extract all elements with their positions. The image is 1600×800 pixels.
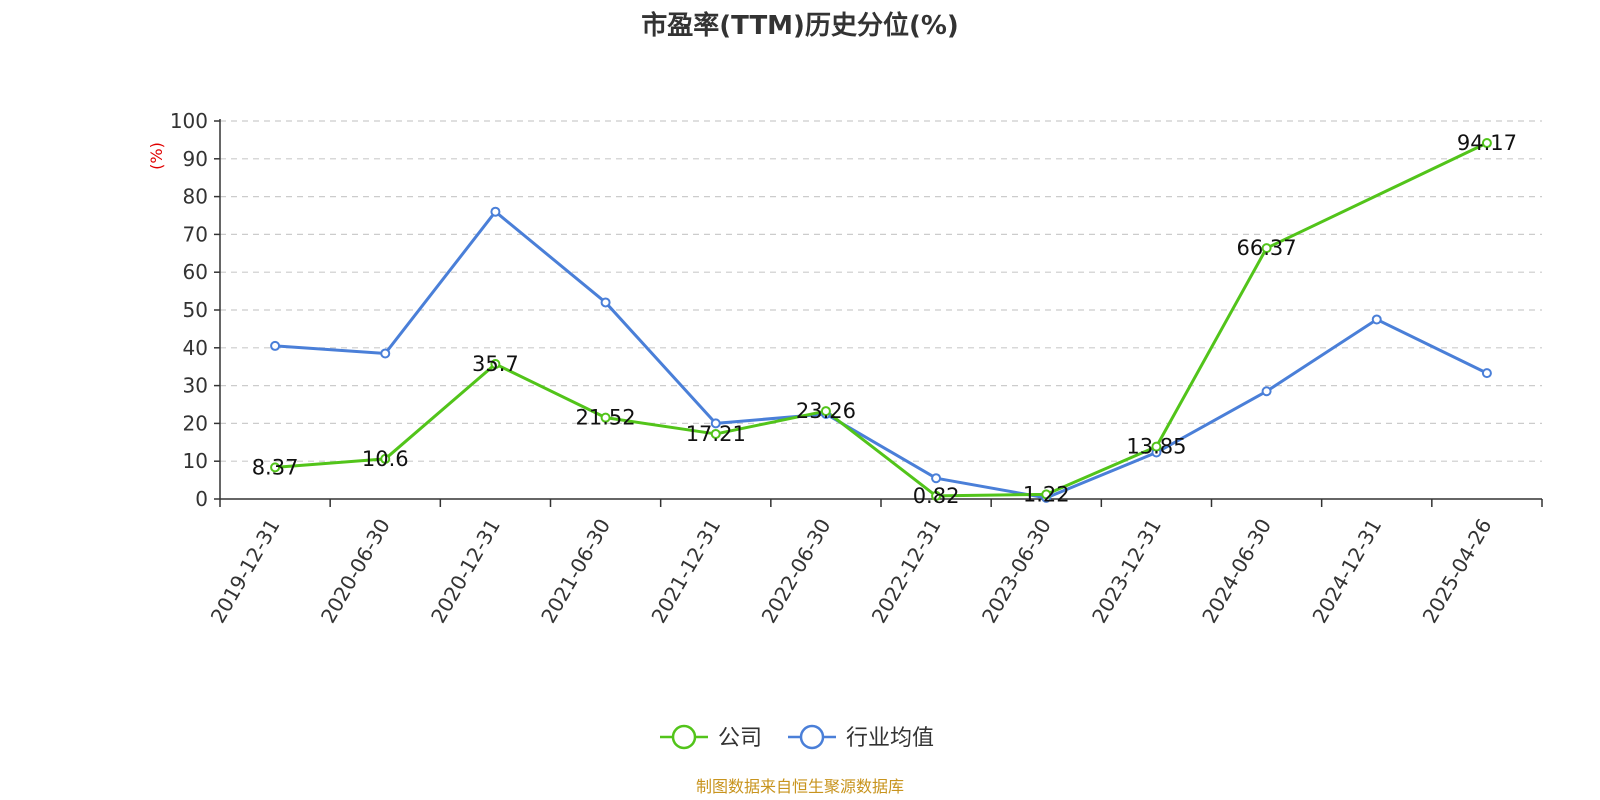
y-tick-label: 80 [183, 185, 208, 209]
series-points [270, 138, 1492, 503]
data-label: 66.37 [1237, 236, 1297, 260]
data-label: 17.21 [686, 422, 746, 446]
x-tick-label: 2024-12-31 [1307, 515, 1386, 628]
data-point[interactable] [1041, 489, 1052, 500]
axes: 0 10 20 30 40 50 60 70 80 90 100 2019-12-31 2020-06-… [170, 109, 1543, 628]
data-label: 8.37 [252, 455, 299, 479]
data-point[interactable] [1481, 368, 1492, 379]
y-tick-label: 60 [183, 260, 208, 284]
y-tick-label: 90 [183, 147, 208, 171]
x-tick-label: 2025-04-26 [1418, 515, 1497, 628]
x-tick-label: 2020-12-31 [426, 515, 505, 628]
data-label: 23.26 [796, 399, 856, 423]
x-tick-label: 2021-12-31 [646, 515, 725, 628]
x-tick-label: 2019-12-31 [206, 515, 285, 628]
legend-label: 公司 [718, 726, 762, 751]
data-labels: 8.37 10.6 35.7 21.52 17.21 23.26 0.82 1.22 13.85… [252, 131, 1517, 508]
chart-title: 市盈率(TTM)历史分位(%) [641, 10, 959, 41]
data-point[interactable] [1481, 138, 1492, 149]
data-point[interactable] [600, 412, 611, 423]
y-tick-label: 50 [183, 298, 208, 322]
data-point[interactable] [931, 490, 942, 501]
y-tick-label: 100 [170, 109, 208, 133]
data-point[interactable] [490, 206, 501, 217]
y-tick-label: 30 [183, 374, 208, 398]
data-point[interactable] [380, 348, 391, 359]
x-tick-label: 2023-12-31 [1087, 515, 1166, 628]
x-tick-label: 2021-06-30 [536, 515, 615, 628]
data-point[interactable] [820, 406, 831, 417]
y-tick-label: 10 [183, 449, 208, 473]
x-tick-label: 2022-12-31 [867, 514, 946, 627]
series-line-0 [274, 141, 1488, 498]
x-tick-label: 2022-06-30 [757, 515, 836, 628]
x-tick-label: 2023-06-30 [977, 515, 1056, 628]
legend-item-1[interactable]: 行业均值 [788, 724, 934, 751]
y-tick-label: 40 [183, 336, 208, 360]
data-point[interactable] [1371, 314, 1382, 325]
legend-marker [799, 724, 825, 750]
grid-lines [220, 120, 1542, 462]
data-label: 21.52 [576, 406, 636, 430]
y-tick-label: 70 [183, 222, 208, 246]
legend[interactable]: 公司 行业均值 [660, 724, 934, 751]
data-label: 35.7 [472, 352, 519, 376]
y-tick-label: 0 [195, 487, 208, 511]
data-point[interactable] [270, 340, 281, 351]
series-line-1 [274, 210, 1488, 500]
y-axis-label: (%) [147, 142, 166, 170]
data-point[interactable] [490, 359, 501, 370]
legend-marker [671, 724, 697, 750]
x-tick-label: 2024-06-30 [1197, 515, 1276, 628]
data-point[interactable] [1261, 243, 1272, 254]
data-point[interactable] [270, 462, 281, 473]
data-point[interactable] [710, 428, 721, 439]
data-point[interactable] [1151, 441, 1162, 452]
data-label: 10.6 [362, 447, 409, 471]
data-label: 0.82 [913, 484, 960, 508]
data-point[interactable] [1261, 386, 1272, 397]
legend-item-0[interactable]: 公司 [660, 724, 762, 751]
y-tick-label: 20 [183, 411, 208, 435]
data-label: 94.17 [1457, 131, 1517, 155]
data-point[interactable] [380, 453, 391, 464]
x-tick-label: 2020-06-30 [316, 515, 395, 628]
source-note: 制图数据来自恒生聚源数据库 [696, 777, 904, 796]
data-point[interactable] [931, 473, 942, 484]
legend-label: 行业均值 [846, 726, 934, 751]
data-point[interactable] [710, 418, 721, 429]
data-label: 1.22 [1023, 482, 1070, 506]
data-point[interactable] [600, 297, 611, 308]
data-label: 13.85 [1126, 435, 1186, 459]
